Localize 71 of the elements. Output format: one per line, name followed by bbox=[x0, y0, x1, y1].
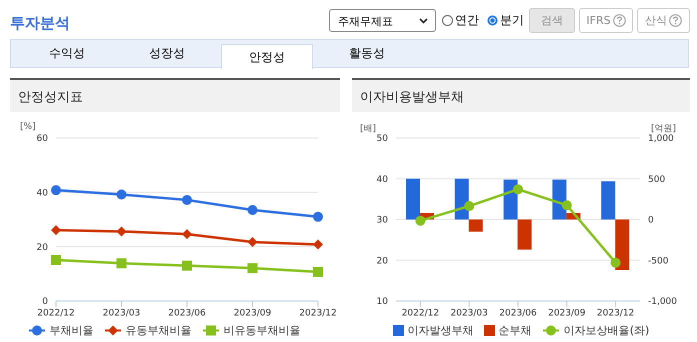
x-tick-label: 2023/09 bbox=[548, 308, 586, 318]
text: 분기 bbox=[500, 13, 524, 27]
text: 안정성 bbox=[221, 44, 313, 69]
y-tick-label: 20 bbox=[376, 256, 388, 266]
y2-tick-label: 500 bbox=[648, 174, 666, 185]
x-tick-label: 2022/12 bbox=[37, 308, 75, 318]
x-tick-label: 2022/12 bbox=[402, 308, 440, 318]
legend-label: 유동부채비율 bbox=[126, 323, 192, 338]
x-tick-label: 2023/06 bbox=[499, 308, 537, 318]
x-tick-label: 2023/09 bbox=[234, 308, 272, 318]
text: IFRS bbox=[579, 8, 633, 33]
point bbox=[182, 194, 192, 205]
y2-tick-label: -1,000 bbox=[648, 297, 678, 308]
legend-label: 이자보상배율(좌) bbox=[564, 323, 650, 338]
point bbox=[562, 200, 572, 210]
y2-tick-label: 0 bbox=[648, 216, 654, 226]
point bbox=[248, 237, 258, 248]
bar bbox=[601, 181, 616, 220]
y-tick-label: 40 bbox=[376, 174, 388, 185]
text: 산식 bbox=[637, 8, 690, 33]
y-tick-label: 10 bbox=[376, 297, 388, 308]
text: 투자분석 bbox=[10, 14, 70, 33]
point bbox=[116, 190, 126, 200]
point bbox=[248, 263, 258, 274]
text: 연간 bbox=[455, 13, 479, 27]
point bbox=[182, 229, 192, 240]
bar bbox=[518, 220, 532, 250]
legend-label: 비유동부채비율 bbox=[224, 323, 300, 338]
bar bbox=[468, 220, 483, 232]
bar bbox=[615, 220, 630, 270]
bar bbox=[406, 178, 420, 220]
point bbox=[182, 260, 192, 271]
point bbox=[51, 225, 61, 236]
point bbox=[51, 254, 61, 265]
y-tick-label: 60 bbox=[36, 134, 48, 144]
y-tick-label: 50 bbox=[376, 134, 388, 144]
y2-axis-title: [억원] bbox=[650, 123, 676, 134]
x-tick-label: 2023/06 bbox=[168, 308, 206, 318]
point bbox=[248, 204, 258, 215]
x-tick-label: 2023/12 bbox=[299, 308, 337, 318]
point bbox=[51, 185, 61, 196]
y-tick-label: 20 bbox=[36, 242, 48, 253]
text: 활동성 bbox=[348, 45, 386, 62]
y-tick-label: 30 bbox=[376, 216, 388, 226]
y-tick-label: 0 bbox=[42, 297, 48, 308]
y2-tick-label: -500 bbox=[648, 256, 669, 266]
point bbox=[313, 239, 323, 250]
x-tick-label: 2023/12 bbox=[596, 308, 634, 318]
point bbox=[313, 266, 323, 277]
x-tick-label: 2023/03 bbox=[102, 308, 140, 318]
legend-label: 순부채 bbox=[498, 323, 532, 338]
x-tick-label: 2023/03 bbox=[450, 308, 488, 318]
y-axis-title: [배] bbox=[360, 123, 376, 135]
y-tick-label: 40 bbox=[36, 188, 48, 199]
point bbox=[116, 258, 126, 268]
chart-title: 안정성지표 bbox=[10, 78, 340, 112]
legend-label: 부채비율 bbox=[50, 323, 94, 338]
text: 성장성 bbox=[148, 45, 186, 62]
point bbox=[610, 258, 621, 268]
point bbox=[313, 212, 323, 222]
legend-label: 이자발생부채 bbox=[408, 323, 474, 338]
chart-title: 이자비용발생부채 bbox=[352, 78, 690, 112]
text: 검색 bbox=[529, 8, 575, 33]
point bbox=[464, 201, 474, 212]
text: 수익성 bbox=[48, 45, 86, 62]
y-axis-title: [%] bbox=[20, 122, 36, 132]
text: 주재무제표 bbox=[329, 9, 436, 32]
point bbox=[513, 184, 523, 194]
point bbox=[415, 216, 426, 226]
y2-tick-label: 1,000 bbox=[648, 134, 674, 144]
point bbox=[116, 226, 126, 236]
